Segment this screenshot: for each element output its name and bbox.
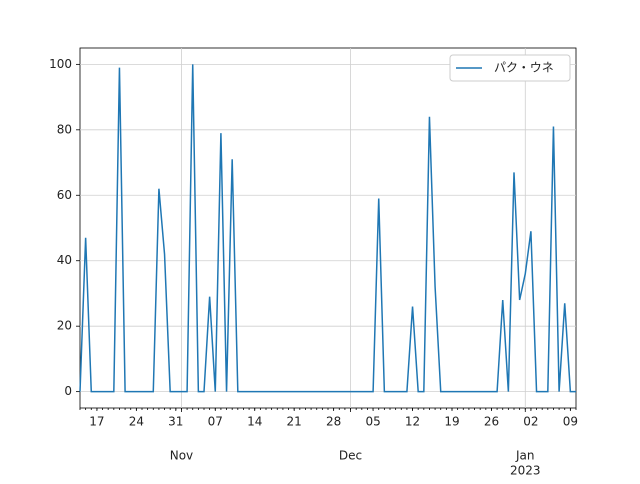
x-tick-label: 28	[326, 415, 341, 429]
x-tick-label: 21	[287, 415, 302, 429]
legend-label: パク・ウネ	[494, 61, 554, 75]
x-tick-label: 14	[247, 415, 262, 429]
month-label: Dec	[339, 449, 362, 463]
month-label: Nov	[170, 449, 193, 463]
x-tick-label: 12	[405, 415, 420, 429]
x-tick-label: 02	[523, 415, 538, 429]
x-tick-label: 31	[168, 415, 183, 429]
x-tick-label: 19	[444, 415, 459, 429]
y-tick-label: 0	[64, 384, 72, 398]
legend-box	[449, 54, 571, 82]
year-label: 2023	[510, 464, 541, 478]
x-tick-label: 09	[563, 415, 578, 429]
series-line	[79, 64, 576, 393]
y-tick-label: 40	[57, 253, 72, 267]
y-tick-label: 20	[57, 319, 72, 333]
x-tick-label: 05	[365, 415, 380, 429]
x-tick-label: 26	[484, 415, 499, 429]
x-tick-label: 17	[89, 415, 104, 429]
x-tick-label: 07	[208, 415, 223, 429]
y-tick-label: 60	[57, 188, 72, 202]
x-tick-label: 24	[129, 415, 144, 429]
y-tick-label: 80	[57, 122, 72, 136]
y-tick-label: 100	[49, 57, 72, 71]
month-label: Jan	[515, 449, 535, 463]
